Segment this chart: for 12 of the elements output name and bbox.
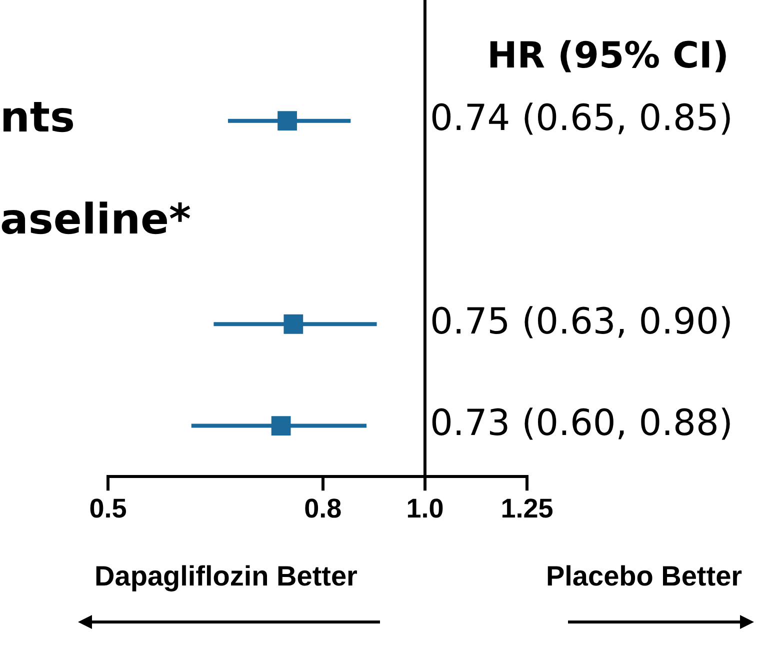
x-tick-label: 0.8 — [304, 493, 342, 524]
text: Dapagliflozin Better — [94, 560, 358, 592]
data-label: 0.73 (0.60, 0.88) — [430, 403, 733, 444]
x-tick-label: 1.0 — [406, 493, 444, 524]
annotation: HR (95% CI) — [487, 35, 729, 76]
x-tick-label: 1.25 — [500, 493, 554, 524]
data-label: 0.75 (0.63, 0.90) — [430, 301, 733, 342]
y-tick-label: aseline* — [0, 194, 192, 244]
x-tick-label: 0.5 — [89, 493, 127, 524]
y-tick-label: nts — [0, 92, 75, 142]
text: Placebo Better — [546, 560, 742, 592]
data-label: 0.74 (0.65, 0.85) — [430, 98, 733, 140]
